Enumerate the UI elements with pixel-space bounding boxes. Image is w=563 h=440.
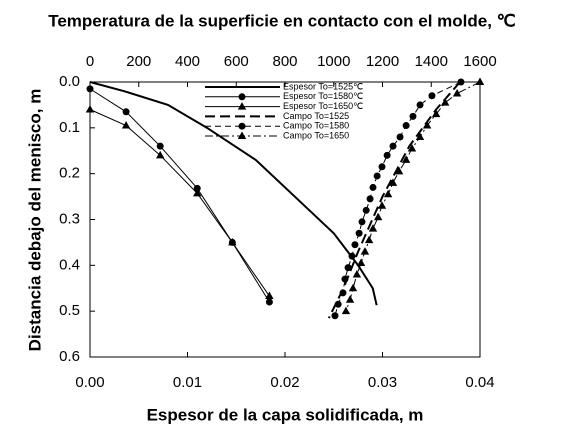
marker bbox=[383, 151, 391, 159]
x2-tick-label: 200 bbox=[126, 53, 151, 70]
marker bbox=[341, 275, 349, 283]
marker bbox=[368, 224, 378, 232]
marker bbox=[440, 98, 450, 106]
y-axis-label: Distancia debajo del menisco, m bbox=[25, 89, 44, 352]
x-tick-label: 0.00 bbox=[75, 374, 104, 391]
legend-label: Campo To=1580 bbox=[283, 121, 349, 131]
marker bbox=[121, 121, 131, 129]
marker bbox=[360, 247, 370, 255]
marker bbox=[369, 183, 377, 191]
x-tick-label: 0.03 bbox=[368, 374, 397, 391]
y-tick-label: 0.0 bbox=[59, 73, 80, 90]
marker bbox=[122, 108, 130, 116]
y-tick-label: 0.1 bbox=[59, 119, 80, 136]
marker bbox=[238, 93, 246, 101]
marker bbox=[415, 132, 425, 140]
x-tick-label: 0.01 bbox=[173, 374, 202, 391]
marker bbox=[431, 109, 441, 118]
marker bbox=[475, 77, 485, 85]
marker bbox=[396, 133, 404, 141]
x-tick-label: 0.04 bbox=[465, 374, 494, 391]
x2-tick-label: 0 bbox=[86, 53, 94, 70]
marker bbox=[394, 166, 404, 175]
marker bbox=[407, 143, 417, 152]
marker bbox=[193, 188, 202, 197]
marker bbox=[348, 252, 356, 260]
marker bbox=[377, 201, 387, 209]
marker bbox=[238, 122, 246, 130]
marker bbox=[193, 184, 201, 192]
legend-label: Campo To=1650 bbox=[283, 130, 349, 140]
x-axis-label: Espesor de la capa solidificada, m bbox=[147, 405, 424, 424]
marker bbox=[409, 112, 417, 120]
x2-tick-label: 1400 bbox=[415, 53, 448, 70]
marker bbox=[351, 241, 359, 249]
marker bbox=[334, 300, 342, 308]
marker bbox=[422, 121, 432, 129]
marker bbox=[344, 264, 352, 272]
marker bbox=[378, 163, 386, 171]
marker bbox=[428, 92, 436, 100]
marker bbox=[86, 85, 94, 93]
series-line bbox=[89, 88, 270, 303]
legend-label: Espesor To=1580℃ bbox=[283, 91, 363, 101]
marker bbox=[358, 218, 366, 226]
legend-label: Espesor To=1525℃ bbox=[283, 81, 363, 91]
marker bbox=[85, 105, 95, 113]
marker bbox=[341, 306, 351, 315]
marker bbox=[156, 150, 165, 159]
marker bbox=[383, 189, 393, 198]
series-line bbox=[89, 109, 270, 297]
marker bbox=[345, 295, 355, 303]
series-line bbox=[327, 81, 461, 319]
marker bbox=[389, 142, 397, 150]
marker bbox=[388, 178, 398, 186]
series-line bbox=[89, 81, 378, 306]
x2-tick-label: 1000 bbox=[317, 53, 350, 70]
marker bbox=[355, 229, 363, 237]
marker bbox=[366, 195, 374, 203]
marker bbox=[457, 78, 465, 86]
y-tick-label: 0.2 bbox=[59, 165, 80, 182]
x2-tick-label: 800 bbox=[272, 53, 297, 70]
marker bbox=[373, 172, 381, 180]
x2-tick-label: 1200 bbox=[366, 53, 399, 70]
legend-label: Espesor To=1650℃ bbox=[283, 101, 363, 111]
marker bbox=[348, 283, 358, 292]
marker bbox=[364, 235, 374, 244]
marker bbox=[339, 289, 347, 297]
y-tick-label: 0.4 bbox=[59, 256, 80, 273]
x-tick-label: 0.02 bbox=[270, 374, 299, 391]
chart-title: Temperatura de la superficie en contacto… bbox=[48, 11, 516, 30]
x2-tick-label: 600 bbox=[224, 53, 249, 70]
marker bbox=[352, 270, 362, 278]
marker bbox=[401, 155, 411, 163]
marker bbox=[228, 237, 237, 246]
legend-label: Campo To=1525 bbox=[283, 111, 349, 121]
y-tick-label: 0.3 bbox=[59, 210, 80, 227]
marker bbox=[237, 131, 247, 139]
y-tick-label: 0.5 bbox=[59, 302, 80, 319]
y-tick-label: 0.6 bbox=[59, 348, 80, 365]
marker bbox=[156, 142, 164, 150]
marker bbox=[402, 122, 410, 130]
marker bbox=[416, 101, 424, 109]
marker bbox=[265, 298, 273, 306]
x2-tick-label: 1600 bbox=[463, 53, 496, 70]
series-line bbox=[334, 81, 462, 316]
marker bbox=[452, 88, 462, 97]
marker bbox=[237, 102, 247, 110]
marker bbox=[362, 206, 370, 214]
marker bbox=[356, 258, 366, 267]
x2-tick-label: 400 bbox=[175, 53, 200, 70]
marker bbox=[265, 291, 274, 300]
marker bbox=[331, 312, 339, 320]
marker bbox=[373, 212, 383, 221]
